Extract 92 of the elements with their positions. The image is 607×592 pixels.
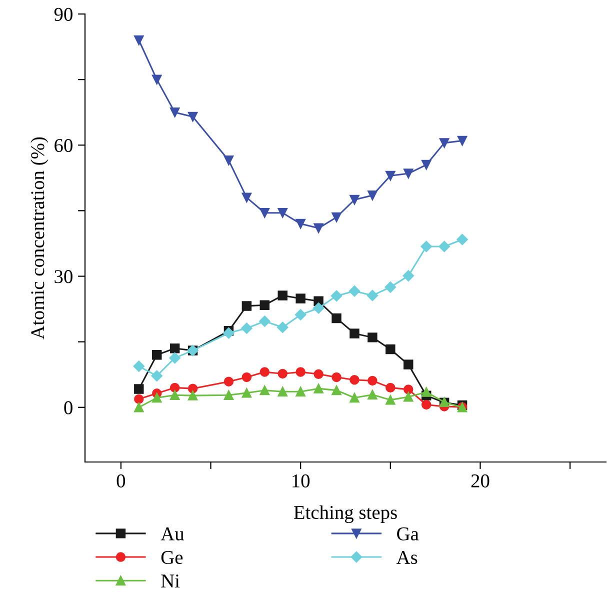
point <box>402 270 414 282</box>
point <box>421 400 432 410</box>
legend-label: Ni <box>161 574 180 588</box>
x-tick-label: 20 <box>471 474 490 488</box>
point <box>312 302 324 314</box>
point <box>224 376 234 386</box>
point <box>368 332 378 342</box>
point <box>134 402 144 412</box>
point <box>260 385 270 396</box>
point <box>332 372 342 382</box>
y-tick-label: 30 <box>54 270 72 284</box>
point <box>188 390 198 400</box>
point <box>350 374 360 385</box>
point <box>314 223 324 234</box>
point <box>386 344 396 354</box>
x-tick-label: 0 <box>116 474 126 488</box>
point <box>223 327 234 339</box>
point <box>332 313 342 324</box>
point <box>170 382 180 393</box>
point <box>350 392 360 403</box>
point <box>170 344 180 354</box>
point <box>242 388 252 398</box>
point <box>404 392 414 402</box>
point <box>420 240 432 252</box>
point <box>421 387 432 397</box>
point <box>260 367 270 377</box>
point <box>170 390 180 400</box>
point <box>296 294 306 304</box>
point <box>330 290 342 302</box>
point <box>134 394 144 404</box>
y-tick-label: 0 <box>64 401 72 414</box>
point <box>314 369 324 380</box>
point <box>242 301 252 311</box>
point <box>134 35 144 46</box>
point <box>421 160 432 170</box>
point <box>350 328 360 338</box>
y-tick-label: 90 <box>54 8 72 21</box>
y-axis-title: Atomic concentration (%) <box>30 137 48 340</box>
point <box>332 212 342 222</box>
legend-label: Ge <box>161 550 183 564</box>
point <box>456 234 468 246</box>
point <box>404 168 414 178</box>
point <box>260 208 270 218</box>
point <box>133 360 145 372</box>
point <box>457 136 468 146</box>
legend-label: Ga <box>397 527 419 540</box>
point <box>169 352 180 364</box>
point <box>224 156 234 166</box>
point <box>386 170 396 181</box>
point <box>241 322 252 334</box>
point <box>242 372 252 382</box>
point <box>386 382 396 393</box>
point <box>350 194 360 205</box>
legend-label: As <box>396 550 418 564</box>
point <box>296 367 306 377</box>
point <box>278 290 288 300</box>
point <box>294 309 306 320</box>
point <box>259 316 270 327</box>
point <box>170 107 180 118</box>
point <box>260 300 270 310</box>
point <box>152 392 162 403</box>
point <box>242 192 252 202</box>
y-tick-label: 60 <box>54 138 72 152</box>
point <box>404 360 414 370</box>
point <box>278 386 288 396</box>
x-axis-title: Etching steps <box>294 505 397 524</box>
point <box>188 384 198 394</box>
point <box>366 290 378 302</box>
point <box>296 218 306 229</box>
point <box>439 138 450 148</box>
point <box>386 395 396 405</box>
point <box>278 208 288 218</box>
point <box>224 390 234 400</box>
legend-label: Au <box>160 527 184 540</box>
point <box>404 384 414 394</box>
point <box>151 370 162 382</box>
point <box>188 112 198 122</box>
point <box>368 190 378 200</box>
point <box>368 390 378 400</box>
point <box>384 282 396 293</box>
point <box>368 376 378 386</box>
point <box>348 286 360 297</box>
point <box>278 368 288 379</box>
x-tick-label: 10 <box>292 474 310 488</box>
point <box>314 384 324 394</box>
point <box>152 74 162 84</box>
point <box>152 350 162 360</box>
point <box>438 240 450 252</box>
point <box>296 386 306 396</box>
point <box>277 322 288 333</box>
point <box>332 385 342 396</box>
point <box>134 384 144 394</box>
